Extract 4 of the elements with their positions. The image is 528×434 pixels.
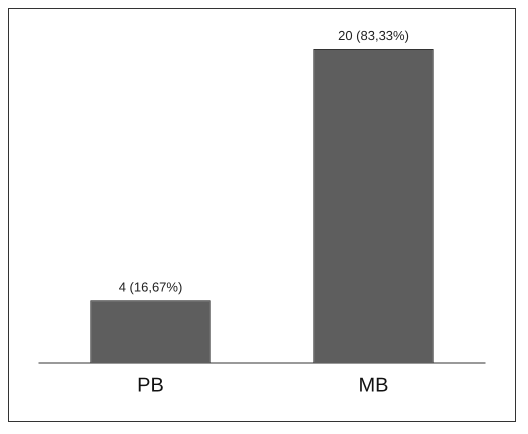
x-tick-label: PB: [137, 374, 164, 397]
x-tick-label: MB: [358, 374, 388, 397]
data-label: 20 (83,33%): [338, 28, 409, 44]
data-label: 4 (16,67%): [118, 279, 182, 294]
